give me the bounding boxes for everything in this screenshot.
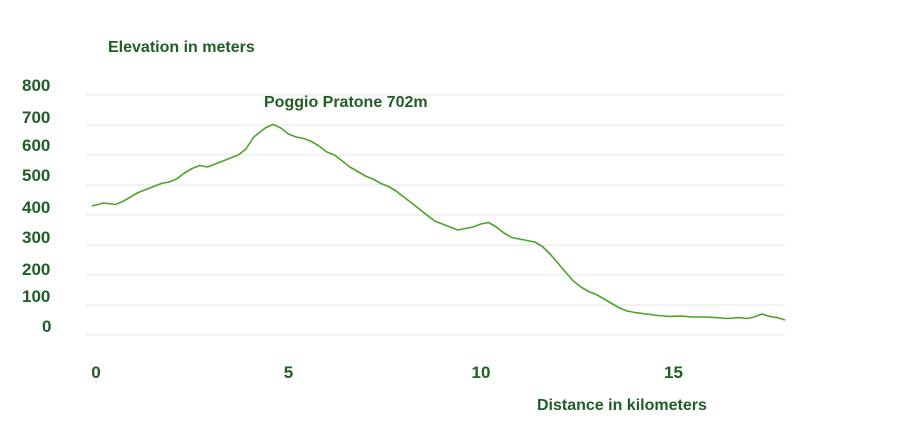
y-tick-label: 200	[22, 260, 50, 279]
y-tick-label: 600	[22, 136, 50, 155]
x-tick-label: 5	[284, 363, 293, 382]
x-axis-title: Distance in kilometers	[537, 397, 707, 414]
x-tick-labels: 0 5 10 15	[91, 363, 683, 382]
x-tick-label: 0	[91, 363, 100, 382]
elevation-line	[91, 123, 786, 321]
x-tick-label: 10	[472, 363, 491, 382]
y-tick-label: 500	[22, 166, 50, 185]
y-tick-label: 0	[42, 317, 51, 336]
y-tick-label: 100	[22, 287, 50, 306]
gridlines	[86, 94, 785, 336]
y-tick-label: 700	[22, 108, 50, 127]
y-axis-title: Elevation in meters	[108, 39, 255, 56]
y-tick-label: 400	[22, 198, 50, 217]
elevation-profile-series	[91, 123, 786, 321]
peak-annotation: Poggio Pratone 702m	[264, 94, 428, 111]
y-tick-label: 800	[22, 76, 50, 95]
x-tick-label: 15	[664, 363, 683, 382]
y-tick-label: 300	[22, 228, 50, 247]
y-tick-labels: 800 700 600 500 400 300 200 100 0	[22, 76, 51, 336]
